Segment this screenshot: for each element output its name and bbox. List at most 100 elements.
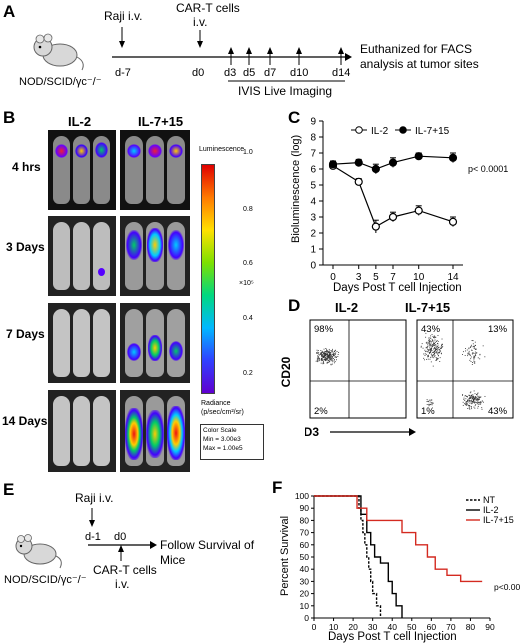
flow-event-dot [433,353,435,355]
chart-c-ytick-label: 9 [310,117,316,128]
mouse-strain-label: NOD/SCID/γc⁻/⁻ [19,76,102,88]
flow-event-dot [472,398,474,400]
flow-event-dot [330,350,332,351]
color-scale-line-2: Min = 3.00e3 [203,436,241,443]
flow-event-dot [474,397,476,399]
flow-event-dot [471,349,473,351]
colorbar-gradient [201,164,215,394]
chart-c-xtick-label: 10 [413,272,425,283]
flow-event-dot [437,344,439,346]
flow-event-dot [474,405,476,407]
flow-event-dot [433,354,435,356]
flow-event-dot [434,345,436,347]
flow-event-dot [431,404,433,406]
flow-event-dot [430,349,432,351]
flow-q-il715-ur: 13% [488,324,508,335]
flow-event-dot [469,398,471,399]
color-scale-line-1: Color Scale [203,427,237,434]
flow-event-dot [430,350,432,351]
raji-label-e: Raji i.v. [75,491,113,505]
flow-event-dot [327,356,329,358]
flow-event-dot [471,408,473,410]
flow-event-dot [439,348,441,350]
flow-event-dot [330,353,331,355]
flow-event-dot [434,347,436,349]
flow-event-dot [326,359,327,361]
flow-event-dot [317,352,319,354]
chart-f-ytick-label: 70 [300,528,310,538]
flow-event-dot [433,335,435,337]
flow-event-dot [462,354,464,355]
flow-event-dot [475,348,477,350]
flow-event-dot [326,362,328,364]
flow-event-dot [324,358,326,360]
flow-event-dot [468,394,470,396]
flow-event-dot [471,396,473,398]
flow-event-dot [472,397,473,399]
flow-event-dot [329,352,331,354]
flow-event-dot [463,397,465,399]
flow-event-dot [337,354,339,355]
flow-event-dot [477,392,479,394]
flow-event-dot [473,406,475,408]
panel-d-letter: D [288,296,301,315]
flow-event-dot [334,359,335,361]
flow-event-dot [470,356,472,358]
flow-event-dot [438,349,440,351]
flow-event-dot [320,353,322,355]
flow-event-dot [424,354,426,356]
flow-event-dot [467,401,469,403]
flow-event-dot [467,408,469,409]
flow-event-dot [331,357,333,359]
flow-event-dot [428,339,430,341]
flow-event-dot [469,396,471,398]
chart-c-ytick-label: 8 [310,133,316,144]
radiance-label-2: (p/sec/cm²/sr) [201,409,244,416]
imaging-label: IVIS Live Imaging [238,84,332,98]
chart-c-ytick-label: 5 [310,181,316,192]
chart-c-ytick-label: 4 [310,197,316,208]
flow-event-dot [441,343,443,345]
flow-event-dot [467,353,469,355]
flow-event-dot [429,352,431,353]
flow-event-dot [328,348,330,350]
flow-event-dot [325,358,327,360]
chart-f-xtick-label: 90 [485,622,495,632]
flow-event-dot [438,352,440,354]
flow-event-dot [466,395,467,397]
flow-event-dot [465,395,467,397]
chart-c-pvalue: p< 0.0001 [468,164,508,174]
flow-event-dot [475,348,477,350]
flow-event-dot [467,404,469,406]
flow-event-dot [472,352,474,354]
mouse-strain-label-e: NOD/SCID/γc⁻/⁻ [4,574,87,586]
flow-event-dot [326,358,328,360]
flow-event-dot [431,401,433,403]
flow-event-dot [424,349,426,351]
flow-event-dot [476,394,478,396]
flow-event-dot [333,354,335,356]
flow-event-dot [430,348,432,350]
flow-event-dot [475,354,477,356]
flow-event-dot [477,399,479,401]
flow-event-dot [427,355,429,357]
flow-event-dot [332,348,333,350]
flow-event-dot [321,356,323,358]
flow-event-dot [434,336,436,337]
flow-event-dot [474,356,476,357]
chart-f-ytick-label: 0 [304,613,309,623]
flow-event-dot [429,404,431,406]
flow-event-dot [429,352,430,354]
row-label-4hrs: 4 hrs [12,160,41,174]
flow-event-dot [471,353,473,355]
flow-event-dot [472,397,474,398]
flow-event-dot [484,356,486,358]
flow-event-dot [481,407,483,409]
flow-event-dot [436,347,438,349]
colorbar-title: Luminescence [199,146,245,153]
flow-event-dot [468,347,470,349]
chart-c-xtick-label: 7 [390,272,396,283]
flow-event-dot [476,352,478,354]
flow-event-dot [320,358,322,360]
